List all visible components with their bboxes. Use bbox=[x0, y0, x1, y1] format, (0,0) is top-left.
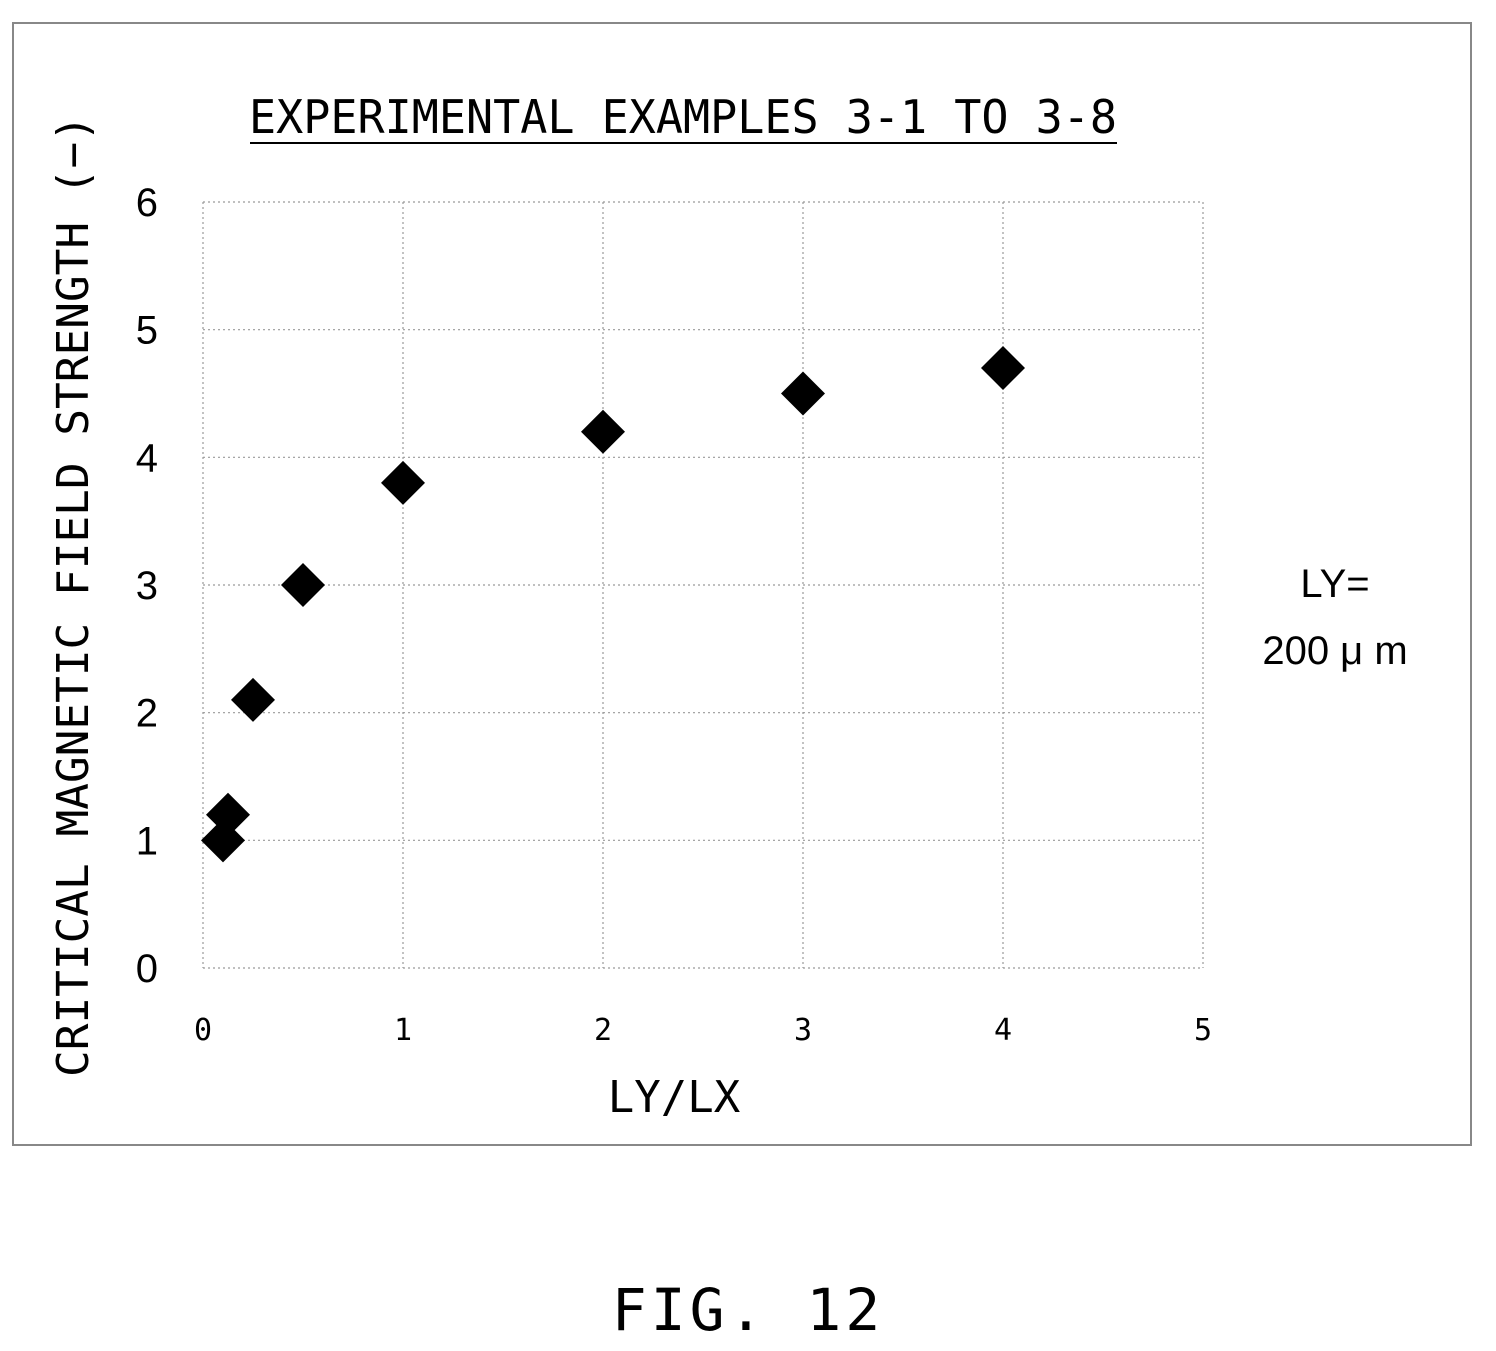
figure-frame bbox=[12, 22, 1472, 1146]
data-point bbox=[231, 677, 275, 722]
figure-caption: FIG. 12 bbox=[611, 1276, 885, 1344]
annotation-ly-value: 200 μ m bbox=[1262, 629, 1407, 673]
annotation-ly: LY= bbox=[1300, 562, 1369, 606]
y-tick-label: 1 bbox=[136, 819, 158, 863]
y-tick-label: 2 bbox=[136, 692, 158, 736]
chart-title: EXPERIMENTAL EXAMPLES 3-1 TO 3-8 bbox=[249, 90, 1117, 144]
data-point bbox=[381, 460, 425, 505]
x-tick-label: 2 bbox=[594, 1013, 612, 1048]
y-tick-label: 0 bbox=[136, 947, 158, 991]
y-tick-label: 3 bbox=[136, 564, 158, 608]
data-point bbox=[781, 371, 825, 416]
y-tick-label: 6 bbox=[136, 181, 158, 225]
y-axis-label: CRITICAL MAGNETIC FIELD STRENGTH (−) bbox=[48, 115, 99, 1077]
data-point bbox=[206, 792, 250, 837]
x-tick-label: 0 bbox=[194, 1013, 212, 1048]
data-point bbox=[981, 345, 1025, 390]
y-tick-label: 5 bbox=[136, 309, 158, 353]
grid bbox=[202, 201, 1204, 969]
data-point bbox=[581, 409, 625, 454]
data-point bbox=[281, 563, 325, 607]
x-axis-label: LY/LX bbox=[608, 1072, 741, 1123]
data-points bbox=[201, 345, 1025, 863]
x-tick-label: 5 bbox=[1194, 1013, 1212, 1048]
y-tick-label: 4 bbox=[136, 436, 158, 480]
x-tick-label: 4 bbox=[994, 1013, 1012, 1048]
x-tick-label: 3 bbox=[794, 1013, 812, 1048]
x-tick-label: 1 bbox=[394, 1013, 412, 1048]
tick-labels: 0 1 2 3 4 5 6 0 1 2 3 4 5 bbox=[136, 181, 1212, 1048]
